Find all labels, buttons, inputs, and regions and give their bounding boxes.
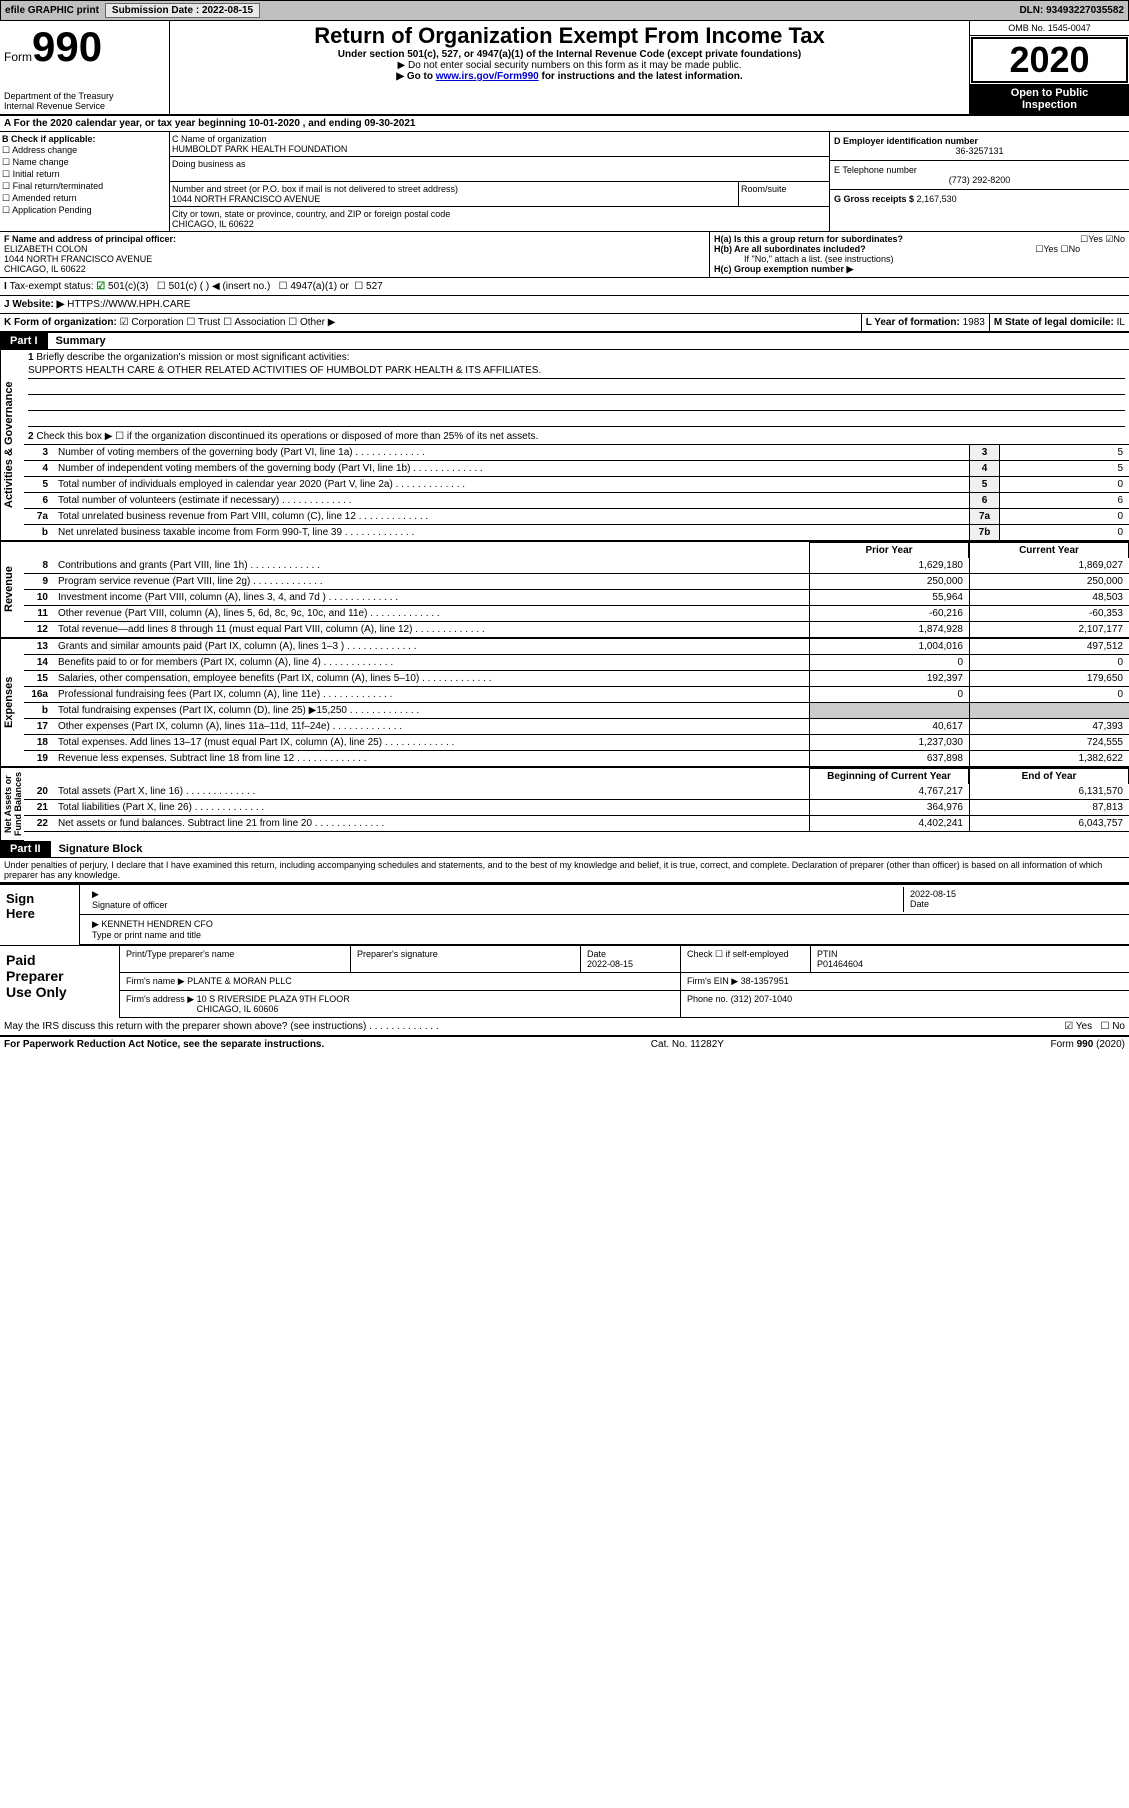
net-line-21: 21Total liabilities (Part X, line 26)364… bbox=[24, 800, 1129, 816]
cb-final-return[interactable]: ☐ Final return/terminated bbox=[2, 181, 167, 192]
cb-address-change[interactable]: ☐ Address change bbox=[2, 145, 167, 156]
form-word: Form bbox=[4, 50, 32, 64]
form-year-block: OMB No. 1545-0047 2020 Open to Public In… bbox=[969, 21, 1129, 114]
exp-line-b: bTotal fundraising expenses (Part IX, co… bbox=[24, 703, 1129, 719]
gov-line-3: 3Number of voting members of the governi… bbox=[24, 445, 1129, 461]
section-h: H(a) Is this a group return for subordin… bbox=[709, 232, 1129, 277]
net-line-20: 20Total assets (Part X, line 16)4,767,21… bbox=[24, 784, 1129, 800]
exp-line-13: 13Grants and similar amounts paid (Part … bbox=[24, 639, 1129, 655]
form-id-block: Form 990 Department of the Treasury Inte… bbox=[0, 21, 170, 114]
mission-text: SUPPORTS HEALTH CARE & OTHER RELATED ACT… bbox=[28, 365, 1125, 379]
section-b: B Check if applicable: ☐ Address change … bbox=[0, 132, 170, 231]
signature-block: Sign Here ▶Signature of officer 2022-08-… bbox=[0, 883, 1129, 945]
gross-receipts: 2,167,530 bbox=[917, 194, 957, 204]
section-f-h: F Name and address of principal officer:… bbox=[0, 232, 1129, 278]
exp-line-14: 14Benefits paid to or for members (Part … bbox=[24, 655, 1129, 671]
discuss-row: May the IRS discuss this return with the… bbox=[0, 1018, 1129, 1036]
declaration-text: Under penalties of perjury, I declare th… bbox=[0, 858, 1129, 883]
vtab-governance: Activities & Governance bbox=[0, 350, 24, 541]
officer-name: ELIZABETH COLON bbox=[4, 244, 705, 254]
gov-line-b: bNet unrelated business taxable income f… bbox=[24, 525, 1129, 541]
cb-amended[interactable]: ☐ Amended return bbox=[2, 193, 167, 204]
gov-line-5: 5Total number of individuals employed in… bbox=[24, 477, 1129, 493]
section-deg: D Employer identification number 36-3257… bbox=[829, 132, 1129, 231]
section-c: C Name of organization HUMBOLDT PARK HEA… bbox=[170, 132, 829, 231]
row-i-tax-status: I Tax-exempt status: ☑ 501(c)(3) ☐ 501(c… bbox=[0, 278, 1129, 296]
officer-addr: 1044 NORTH FRANCISCO AVENUE CHICAGO, IL … bbox=[4, 254, 705, 274]
org-city: CHICAGO, IL 60622 bbox=[172, 219, 827, 229]
org-name: HUMBOLDT PARK HEALTH FOUNDATION bbox=[172, 144, 827, 154]
rev-line-9: 9Program service revenue (Part VIII, lin… bbox=[24, 574, 1129, 590]
firm-ein: 38-1357951 bbox=[741, 976, 789, 986]
exp-line-15: 15Salaries, other compensation, employee… bbox=[24, 671, 1129, 687]
vtab-net-assets: Net Assets or Fund Balances bbox=[0, 768, 24, 841]
tax-year: 2020 bbox=[971, 37, 1128, 83]
rev-line-12: 12Total revenue—add lines 8 through 11 (… bbox=[24, 622, 1129, 638]
rev-line-10: 10Investment income (Part VIII, column (… bbox=[24, 590, 1129, 606]
gov-line-4: 4Number of independent voting members of… bbox=[24, 461, 1129, 477]
net-line-22: 22Net assets or fund balances. Subtract … bbox=[24, 816, 1129, 832]
col-headers-1: Prior Year Current Year bbox=[24, 542, 1129, 558]
exp-line-17: 17Other expenses (Part IX, column (A), l… bbox=[24, 719, 1129, 735]
org-street: 1044 NORTH FRANCISCO AVENUE bbox=[172, 194, 736, 204]
cb-name-change[interactable]: ☐ Name change bbox=[2, 157, 167, 168]
row-a-period: A For the 2020 calendar year, or tax yea… bbox=[0, 116, 1129, 132]
ptin: P01464604 bbox=[817, 959, 863, 969]
exp-line-18: 18Total expenses. Add lines 13–17 (must … bbox=[24, 735, 1129, 751]
form-subtitle: Under section 501(c), 527, or 4947(a)(1)… bbox=[176, 49, 963, 60]
exp-line-16a: 16aProfessional fundraising fees (Part I… bbox=[24, 687, 1129, 703]
part1-header: Part I Summary bbox=[0, 333, 1129, 350]
row-k: K Form of organization: ☑ Corporation ☐ … bbox=[0, 314, 1129, 333]
cb-pending[interactable]: ☐ Application Pending bbox=[2, 205, 167, 216]
exp-line-19: 19Revenue less expenses. Subtract line 1… bbox=[24, 751, 1129, 767]
vtab-revenue: Revenue bbox=[0, 542, 24, 638]
row-j-website: J Website: ▶ HTTPS://WWW.HPH.CARE bbox=[0, 296, 1129, 314]
form-header: Form 990 Department of the Treasury Inte… bbox=[0, 21, 1129, 116]
open-inspection: Open to Public Inspection bbox=[970, 84, 1129, 114]
efile-label: efile GRAPHIC print bbox=[5, 5, 99, 16]
firm-name: PLANTE & MORAN PLLC bbox=[187, 976, 292, 986]
omb-number: OMB No. 1545-0047 bbox=[970, 21, 1129, 36]
footer: For Paperwork Reduction Act Notice, see … bbox=[0, 1036, 1129, 1052]
phone: (773) 292-8200 bbox=[834, 175, 1125, 185]
note-link: ▶ Go to www.irs.gov/Form990 for instruct… bbox=[176, 71, 963, 82]
firm-phone: (312) 207-1040 bbox=[731, 994, 793, 1004]
submission-date-btn[interactable]: Submission Date : 2022-08-15 bbox=[105, 3, 260, 18]
section-f: F Name and address of principal officer:… bbox=[0, 232, 709, 277]
preparer-block: Paid Preparer Use Only Print/Type prepar… bbox=[0, 945, 1129, 1018]
form-title-block: Return of Organization Exempt From Incom… bbox=[170, 21, 969, 114]
form-number: 990 bbox=[32, 23, 102, 71]
website-url: HTTPS://WWW.HPH.CARE bbox=[67, 299, 190, 310]
firm-addr: 10 S RIVERSIDE PLAZA 9TH FLOOR CHICAGO, … bbox=[197, 994, 350, 1014]
ein: 36-3257131 bbox=[834, 146, 1125, 156]
irs-link[interactable]: www.irs.gov/Form990 bbox=[436, 71, 539, 82]
dln-label: DLN: 93493227035582 bbox=[1019, 5, 1124, 16]
officer-signed-name: KENNETH HENDREN CFO bbox=[101, 919, 213, 929]
vtab-expenses: Expenses bbox=[0, 639, 24, 767]
paid-preparer-label: Paid Preparer Use Only bbox=[0, 946, 120, 1018]
section-b-to-g: B Check if applicable: ☐ Address change … bbox=[0, 132, 1129, 232]
note-ssn: ▶ Do not enter social security numbers o… bbox=[176, 60, 963, 71]
gov-line-6: 6Total number of volunteers (estimate if… bbox=[24, 493, 1129, 509]
dept-label: Department of the Treasury Internal Reve… bbox=[4, 91, 165, 111]
sign-here-label: Sign Here bbox=[0, 885, 80, 945]
topbar: efile GRAPHIC print Submission Date : 20… bbox=[0, 0, 1129, 21]
form-title: Return of Organization Exempt From Incom… bbox=[176, 23, 963, 49]
part2-header: Part II Signature Block bbox=[0, 841, 1129, 858]
rev-line-8: 8Contributions and grants (Part VIII, li… bbox=[24, 558, 1129, 574]
col-headers-2: Beginning of Current Year End of Year bbox=[24, 768, 1129, 784]
line-1-mission: 1 Briefly describe the organization's mi… bbox=[24, 350, 1129, 429]
gov-line-7a: 7aTotal unrelated business revenue from … bbox=[24, 509, 1129, 525]
rev-line-11: 11Other revenue (Part VIII, column (A), … bbox=[24, 606, 1129, 622]
cb-initial-return[interactable]: ☐ Initial return bbox=[2, 169, 167, 180]
